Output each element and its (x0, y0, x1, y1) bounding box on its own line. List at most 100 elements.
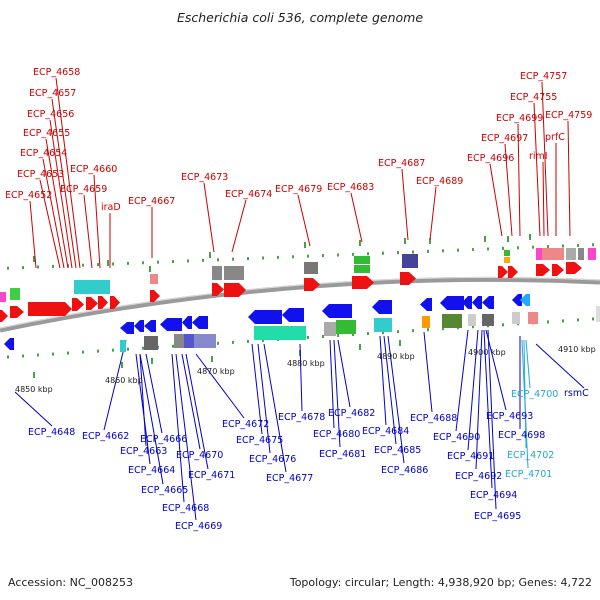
leader-line (487, 329, 497, 510)
gene-box (194, 334, 216, 348)
gene-label[interactable]: ECP_4673 (181, 172, 228, 183)
scale-label: 4910 kbp (558, 345, 596, 354)
forward-gene (224, 283, 246, 297)
gene-label[interactable]: rimI (529, 151, 548, 162)
gene-box (542, 248, 564, 260)
forward-gene (150, 290, 160, 302)
gene-label[interactable]: prfC (545, 132, 565, 143)
gene-label[interactable]: ECP_4680 (313, 429, 360, 440)
gene-label[interactable]: ECP_4683 (327, 182, 374, 193)
leader-line (257, 343, 271, 454)
gene-label[interactable]: ECP_4676 (249, 454, 296, 465)
gene-label[interactable]: ECP_4698 (498, 430, 545, 441)
leader-line (181, 353, 201, 450)
gene-label[interactable]: ECP_4665 (141, 485, 188, 496)
reverse-gene (248, 310, 282, 324)
reverse-gene (322, 304, 352, 318)
leader-line (29, 200, 37, 269)
reverse-gene (482, 296, 494, 309)
gene-box (0, 292, 6, 302)
gene-box (254, 326, 306, 340)
gene-label[interactable]: ECP_4656 (27, 109, 74, 120)
gene-label[interactable]: ECP_4682 (328, 408, 375, 419)
gene-label[interactable]: iraD (101, 202, 121, 213)
gene-label[interactable]: ECP_4670 (176, 450, 223, 461)
gene-label[interactable]: ECP_4668 (162, 503, 209, 514)
gene-label[interactable]: ECP_4654 (20, 148, 67, 159)
gene-label[interactable]: ECP_4691 (447, 451, 494, 462)
leader-line (475, 329, 483, 470)
gene-label[interactable]: ECP_4674 (225, 189, 272, 200)
gene-label[interactable]: ECP_4690 (433, 432, 480, 443)
gene-label[interactable]: ECP_4755 (510, 92, 557, 103)
gene-label[interactable]: ECP_4696 (467, 153, 514, 164)
leader-line (383, 335, 397, 445)
gene-label[interactable]: ECP_4678 (278, 412, 325, 423)
gene-label[interactable]: ECP_4685 (374, 445, 421, 456)
genome-backbone-highlight (0, 276, 600, 329)
gene-label[interactable]: ECP_4659 (60, 184, 107, 195)
forward-gene (400, 272, 416, 285)
gene-label[interactable]: ECP_4686 (381, 465, 428, 476)
leader-line (251, 343, 263, 435)
gene-label[interactable]: ECP_4664 (128, 465, 175, 476)
gene-label[interactable]: ECP_4648 (28, 427, 75, 438)
leader-line (299, 343, 303, 412)
gene-label[interactable]: ECP_4684 (362, 426, 409, 437)
gene-label[interactable]: ECP_4689 (416, 176, 463, 187)
gene-label[interactable]: ECP_4675 (236, 435, 283, 446)
gene-label[interactable]: rsmC (564, 388, 589, 399)
forward-gene (352, 276, 374, 289)
reverse-gene (440, 296, 464, 310)
gene-label[interactable]: ECP_4679 (275, 184, 322, 195)
leader-line (203, 182, 215, 253)
gene-label[interactable]: ECP_4663 (120, 446, 167, 457)
leader-line (542, 161, 545, 237)
gene-label[interactable]: ECP_4692 (455, 471, 502, 482)
gene-label[interactable]: ECP_4695 (474, 511, 521, 522)
gene-label[interactable]: ECP_4702 (507, 450, 554, 461)
gene-label[interactable]: ECP_4759 (545, 110, 592, 121)
gene-label[interactable]: ECP_4681 (319, 449, 366, 460)
gene-label[interactable]: ECP_4652 (5, 190, 52, 201)
gene-label[interactable]: ECP_4671 (188, 470, 235, 481)
gene-box (120, 340, 126, 352)
gene-label[interactable]: ECP_4701 (505, 469, 552, 480)
gene-label[interactable]: ECP_4687 (378, 158, 425, 169)
gene-label[interactable]: ECP_4697 (481, 133, 528, 144)
gene-label[interactable]: ECP_4693 (486, 411, 533, 422)
leader-line (139, 353, 147, 447)
gene-label[interactable]: ECP_4662 (82, 431, 129, 442)
gene-label[interactable]: ECP_4688 (410, 413, 457, 424)
gene-label[interactable]: ECP_4657 (29, 88, 76, 99)
gene-label[interactable]: ECP_4700 (511, 389, 558, 400)
gene-label[interactable]: ECP_4658 (33, 67, 80, 78)
leader-line (297, 194, 311, 247)
gene-label[interactable]: ECP_4677 (266, 473, 313, 484)
gene-box (536, 248, 542, 260)
leader-line (525, 339, 531, 389)
scale-labels: 4850 kbp 4860 kbp 4870 kbp 4880 kbp 4890… (15, 345, 596, 394)
gene-label[interactable]: ECP_4666 (140, 434, 187, 445)
gene-box (224, 266, 244, 280)
scale-label: 4850 kbp (15, 385, 53, 394)
reverse-gene (472, 296, 482, 309)
gene-label[interactable]: ECP_4669 (175, 521, 222, 532)
gene-label[interactable]: ECP_4699 (496, 113, 543, 124)
leader-line (333, 339, 341, 448)
gene-box (512, 312, 520, 324)
gene-label[interactable]: ECP_4660 (70, 164, 117, 175)
leader-line (145, 353, 163, 434)
map-title: Escherichia coli 536, complete genome (177, 10, 423, 25)
gene-label[interactable]: ECP_4672 (222, 419, 269, 430)
gene-label[interactable]: ECP_4667 (128, 196, 175, 207)
gene-label[interactable]: ECP_4655 (23, 128, 70, 139)
gene-label[interactable]: ECP_4757 (520, 71, 567, 82)
forward-gene (10, 306, 24, 318)
gene-label[interactable]: ECP_4694 (470, 490, 517, 501)
gene-box (174, 334, 184, 348)
gene-label[interactable]: ECP_4653 (17, 169, 64, 180)
gene-box (442, 314, 462, 328)
leader-line (521, 339, 529, 469)
leader-line (423, 331, 433, 413)
